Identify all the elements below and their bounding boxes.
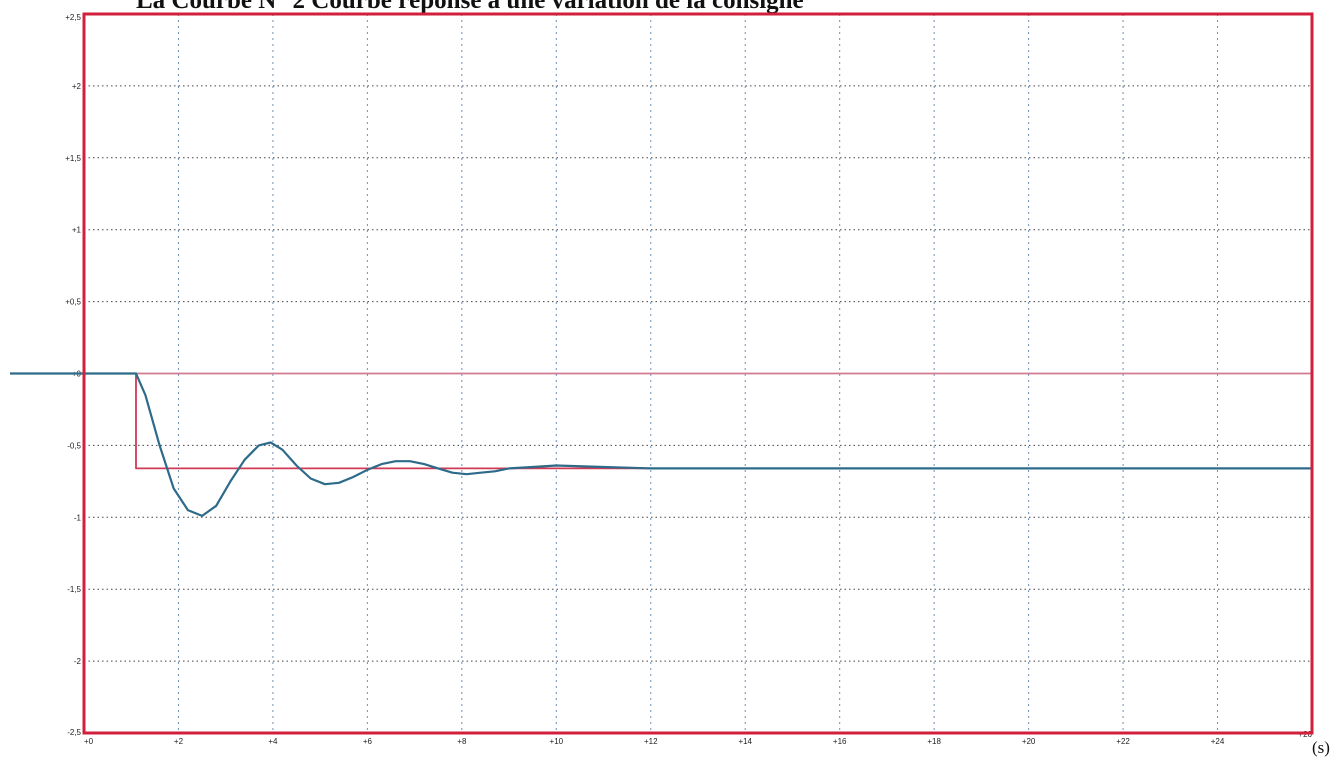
x-tick-labels: +0 +2 +4 +6 +8 +10 +12 +14 +16 +18 +20 +22 +24+26 xyxy=(84,730,1313,746)
x-unit-label: (s) xyxy=(1312,738,1330,757)
x-tick-label: +0 xyxy=(84,737,94,746)
y-tick-label: -2,5 xyxy=(67,728,81,737)
series-line-3 xyxy=(84,372,1312,518)
y-tick-label: -0,5 xyxy=(67,441,81,450)
plot-frame xyxy=(82,12,1314,735)
x-tick-label: +2 xyxy=(174,737,184,746)
y-tick-label: -2 xyxy=(74,657,82,666)
x-tick-label: +18 xyxy=(927,737,941,746)
y-tick-label: +1 xyxy=(72,226,82,235)
x-tick-label: +22 xyxy=(1116,737,1130,746)
x-tick-label: +16 xyxy=(833,737,847,746)
chart-title: La Courbe N° 2 Courbe réponse à une vari… xyxy=(136,0,804,14)
series-lines xyxy=(10,372,1312,518)
x-tick-label: +24 xyxy=(1211,737,1225,746)
x-tick-label: +10 xyxy=(550,737,564,746)
x-tick-label: +20 xyxy=(1022,737,1036,746)
y-tick-label: -1,5 xyxy=(67,585,81,594)
x-tick-label: +4 xyxy=(268,737,278,746)
y-tick-label: +0,5 xyxy=(65,298,81,307)
y-tick-label: +2 xyxy=(72,82,82,91)
x-tick-label: +12 xyxy=(644,737,658,746)
x-tick-label: +14 xyxy=(738,737,752,746)
x-tick-label: +8 xyxy=(457,737,467,746)
y-tick-labels: +2,5+2+1,5+1+0,5+0-0,5-1-1,5-2-2,5 xyxy=(65,13,81,737)
y-tick-label: -1 xyxy=(74,513,82,522)
series-line-1 xyxy=(84,372,694,470)
x-tick-label: +6 xyxy=(363,737,373,746)
y-tick-label: +1,5 xyxy=(65,154,81,163)
y-tick-label: +2,5 xyxy=(65,13,81,22)
